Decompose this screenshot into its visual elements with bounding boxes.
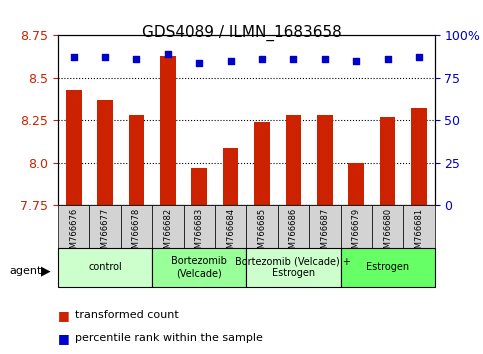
FancyBboxPatch shape: [121, 205, 152, 248]
Point: [227, 58, 235, 64]
Point: [353, 58, 360, 64]
Bar: [66, 90, 82, 205]
Bar: [97, 100, 113, 205]
FancyBboxPatch shape: [215, 205, 246, 248]
Text: GSM766685: GSM766685: [257, 207, 267, 258]
FancyBboxPatch shape: [403, 205, 435, 248]
FancyBboxPatch shape: [184, 205, 215, 248]
Text: GSM766679: GSM766679: [352, 207, 361, 258]
Text: GSM766680: GSM766680: [383, 207, 392, 258]
FancyBboxPatch shape: [278, 205, 309, 248]
Bar: [348, 163, 364, 205]
Text: ▶: ▶: [41, 264, 51, 277]
Bar: [191, 168, 207, 205]
Bar: [223, 148, 239, 205]
Bar: [380, 117, 396, 205]
Bar: [285, 115, 301, 205]
Text: GSM766678: GSM766678: [132, 207, 141, 259]
Text: transformed count: transformed count: [75, 310, 179, 320]
Text: GSM766686: GSM766686: [289, 207, 298, 259]
FancyBboxPatch shape: [152, 205, 184, 248]
FancyBboxPatch shape: [246, 248, 341, 287]
Point: [258, 56, 266, 62]
Point: [133, 56, 141, 62]
FancyBboxPatch shape: [372, 205, 403, 248]
Bar: [317, 115, 333, 205]
Bar: [128, 115, 144, 205]
Bar: [160, 56, 176, 205]
Text: GSM766682: GSM766682: [163, 207, 172, 258]
Text: GSM766677: GSM766677: [100, 207, 110, 259]
Point: [384, 56, 392, 62]
FancyBboxPatch shape: [246, 205, 278, 248]
FancyBboxPatch shape: [341, 205, 372, 248]
FancyBboxPatch shape: [58, 248, 152, 287]
FancyBboxPatch shape: [341, 248, 435, 287]
Text: ■: ■: [58, 332, 70, 344]
Text: Bortezomib (Velcade) +
Estrogen: Bortezomib (Velcade) + Estrogen: [236, 256, 351, 278]
Text: percentile rank within the sample: percentile rank within the sample: [75, 333, 263, 343]
Point: [195, 60, 203, 65]
Point: [415, 55, 423, 60]
FancyBboxPatch shape: [152, 248, 246, 287]
Text: GSM766687: GSM766687: [320, 207, 329, 259]
Text: control: control: [88, 262, 122, 272]
FancyBboxPatch shape: [89, 205, 121, 248]
Bar: [254, 122, 270, 205]
FancyBboxPatch shape: [309, 205, 341, 248]
Text: GSM766681: GSM766681: [414, 207, 424, 258]
Text: GSM766684: GSM766684: [226, 207, 235, 258]
FancyBboxPatch shape: [58, 205, 89, 248]
Point: [164, 51, 172, 57]
Text: Bortezomib
(Velcade): Bortezomib (Velcade): [171, 256, 227, 278]
Text: Estrogen: Estrogen: [366, 262, 409, 272]
Point: [70, 55, 78, 60]
Text: GSM766683: GSM766683: [195, 207, 204, 259]
Text: ■: ■: [58, 309, 70, 321]
Text: GDS4089 / ILMN_1683658: GDS4089 / ILMN_1683658: [142, 25, 341, 41]
Bar: [411, 108, 427, 205]
Point: [321, 56, 328, 62]
Text: agent: agent: [10, 266, 42, 276]
Text: GSM766676: GSM766676: [69, 207, 78, 259]
Point: [290, 56, 298, 62]
Point: [101, 55, 109, 60]
